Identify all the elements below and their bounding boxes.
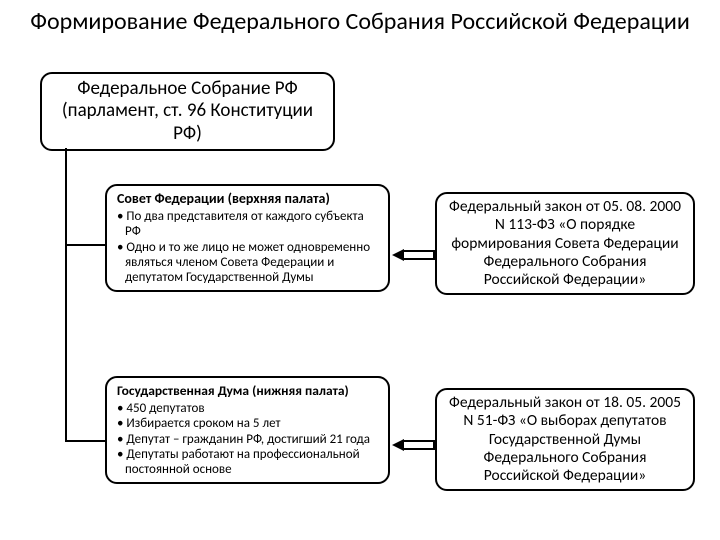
lower-chamber-list: • 450 депутатов • Избирается сроком на 5… (117, 401, 378, 478)
upper-chamber-list: • По два представителя от каждого субъек… (117, 209, 378, 286)
list-item: • По два представителя от каждого субъек… (117, 209, 378, 240)
upper-chamber-box: Совет Федерации (верхняя палата) • По дв… (105, 184, 390, 292)
main-box: Федеральное Собрание РФ (парламент, ст. … (40, 72, 335, 151)
connector (65, 244, 105, 246)
upper-chamber-head: Совет Федерации (верхняя палата) (117, 190, 378, 207)
list-item: • Избирается сроком на 5 лет (117, 416, 378, 431)
arrow-shaft (402, 258, 435, 260)
list-item: • Депутат – гражданин РФ, достигший 21 г… (117, 432, 378, 447)
diagram-title: Формирование Федерального Собрания Росси… (0, 8, 720, 37)
arrow-shaft (402, 250, 435, 252)
arrow-shaft (402, 448, 435, 450)
list-item: • Депутаты работают на профессиональной … (117, 447, 378, 478)
connector (65, 148, 67, 442)
list-item: • Одно и то же лицо не может одновременн… (117, 240, 378, 286)
list-item: • 450 депутатов (117, 401, 378, 416)
arrow-head-icon (392, 439, 404, 451)
lower-chamber-box: Государственная Дума (нижняя палата) • 4… (105, 376, 390, 484)
arrow-shaft (402, 440, 435, 442)
law2-box: Федеральный закон от 18. 05. 2005 N 51-Ф… (435, 388, 695, 491)
law1-box: Федеральный закон от 05. 08. 2000 N 113-… (435, 192, 695, 295)
arrow-cap (433, 440, 435, 450)
lower-chamber-head: Государственная Дума (нижняя палата) (117, 382, 378, 399)
arrow-cap (433, 250, 435, 260)
arrow-head-icon (392, 249, 404, 261)
connector (65, 440, 105, 442)
